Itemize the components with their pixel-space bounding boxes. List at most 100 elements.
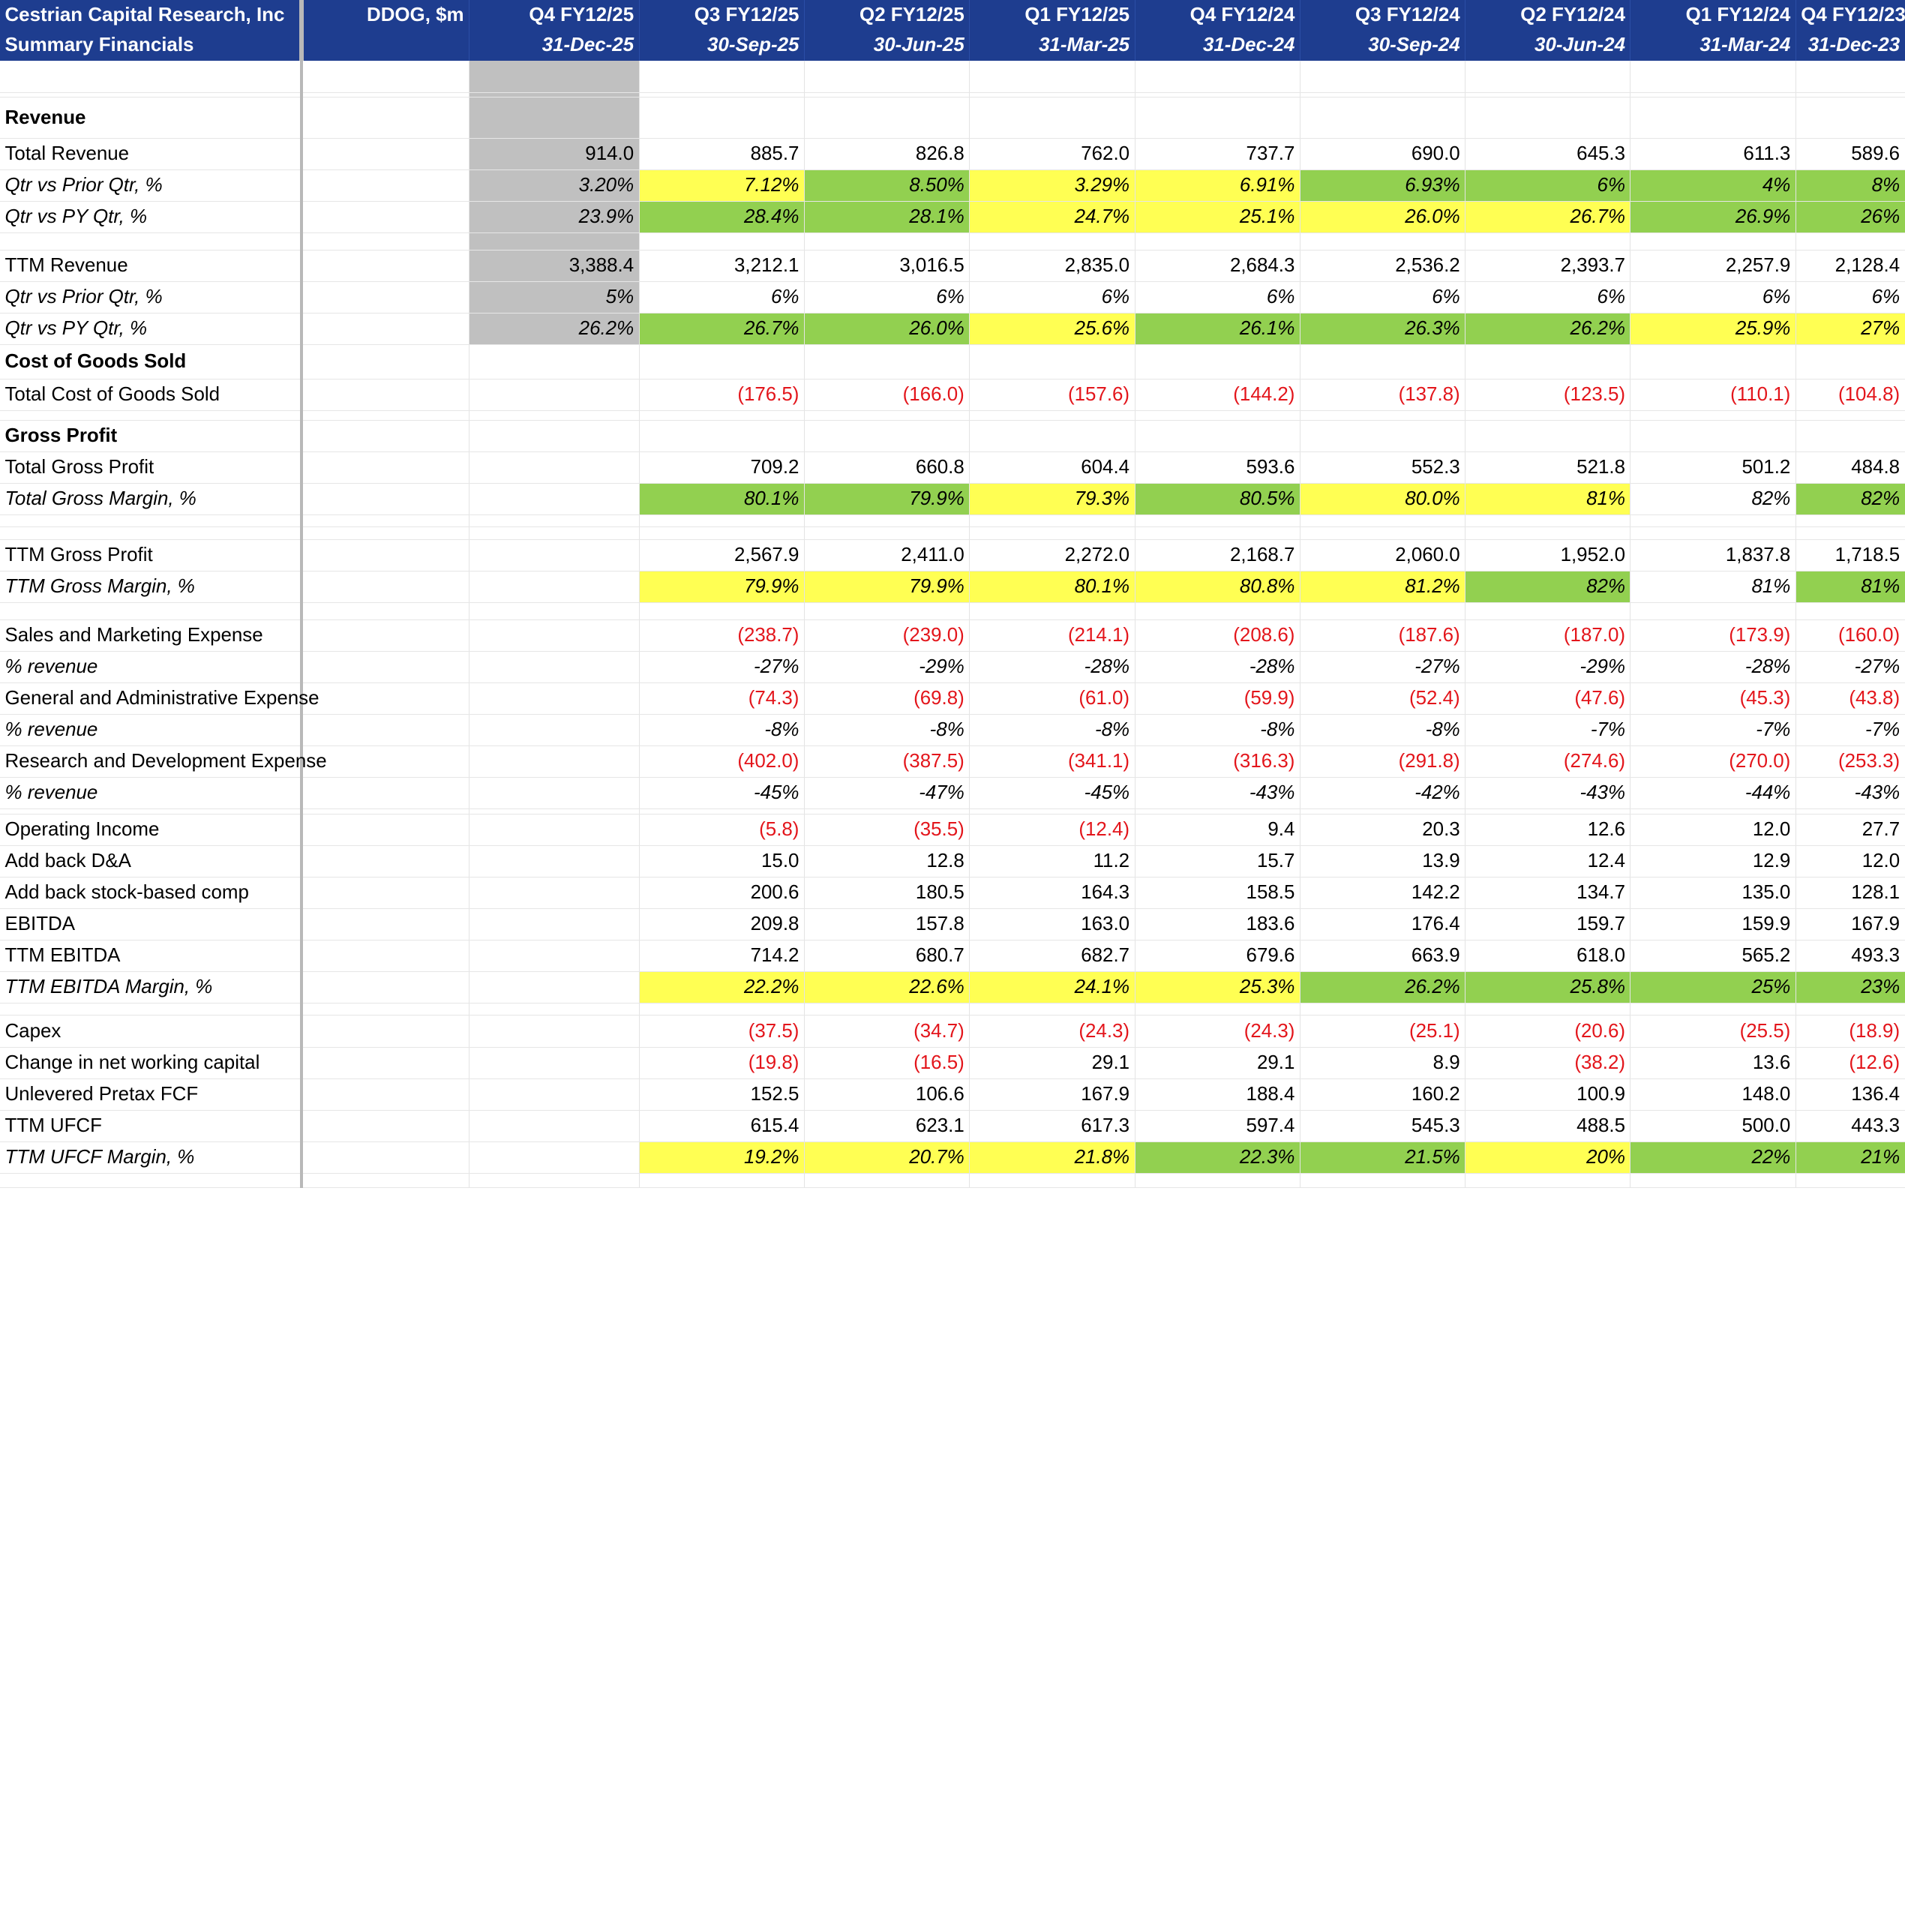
value-cell[interactable]: (387.5) [804,746,970,778]
value-cell[interactable] [469,682,640,715]
row-label[interactable]: Total Gross Margin, % [0,483,303,516]
period-d-0[interactable]: 31-Dec-25 [469,30,640,61]
value-cell[interactable]: (52.4) [1300,682,1466,715]
value-cell[interactable]: 2,835.0 [969,250,1136,283]
value-cell[interactable] [469,620,640,652]
value-cell[interactable] [969,1173,1136,1189]
value-cell[interactable]: (34.7) [804,1015,970,1048]
spacer-cell[interactable] [301,814,470,846]
value-cell[interactable]: 26.9% [1630,201,1796,234]
value-cell[interactable] [1135,344,1300,380]
value-cell[interactable] [1135,1003,1300,1016]
value-cell[interactable]: -42% [1300,777,1466,810]
value-cell[interactable] [1465,1003,1631,1016]
value-cell[interactable] [1796,61,1905,93]
value-cell[interactable] [1796,1173,1905,1189]
spacer-cell[interactable] [301,514,470,528]
value-cell[interactable]: 12.0 [1796,845,1905,878]
value-cell[interactable]: 21% [1796,1142,1905,1174]
value-cell[interactable]: 25% [1630,971,1796,1004]
period-q-6[interactable]: Q2 FY12/24 [1465,0,1631,31]
spacer-cell[interactable] [301,420,470,453]
value-cell[interactable] [1630,808,1796,814]
value-cell[interactable]: (274.6) [1465,746,1631,778]
value-cell[interactable]: (110.1) [1630,379,1796,411]
value-cell[interactable] [469,971,640,1004]
value-cell[interactable]: (69.8) [804,682,970,715]
value-cell[interactable] [1135,514,1300,528]
value-cell[interactable]: 28.1% [804,201,970,234]
value-cell[interactable] [1135,1173,1300,1189]
value-cell[interactable]: 80.1% [639,483,805,516]
value-cell[interactable]: 20.3 [1300,814,1466,846]
period-d-4[interactable]: 31-Dec-24 [1135,30,1300,61]
value-cell[interactable]: (214.1) [969,620,1136,652]
row-label[interactable] [0,1003,303,1016]
value-cell[interactable] [469,514,640,528]
value-cell[interactable] [1300,420,1466,453]
value-cell[interactable]: (25.1) [1300,1015,1466,1048]
value-cell[interactable]: 493.3 [1796,940,1905,973]
value-cell[interactable]: -28% [1630,651,1796,683]
value-cell[interactable] [1300,92,1466,98]
value-cell[interactable]: 142.2 [1300,877,1466,909]
value-cell[interactable]: 26.0% [804,313,970,346]
spacer-cell[interactable] [301,313,470,346]
value-cell[interactable] [469,410,640,421]
value-cell[interactable]: -43% [1135,777,1300,810]
value-cell[interactable] [469,61,640,93]
value-cell[interactable] [969,526,1136,540]
value-cell[interactable] [469,97,640,140]
value-cell[interactable]: 163.0 [969,908,1136,941]
value-cell[interactable]: 27.7 [1796,814,1905,846]
value-cell[interactable] [804,97,970,140]
value-cell[interactable]: 158.5 [1135,877,1300,909]
value-cell[interactable]: 13.9 [1300,845,1466,878]
value-cell[interactable]: 618.0 [1465,940,1631,973]
value-cell[interactable] [469,1047,640,1079]
value-cell[interactable]: (341.1) [969,746,1136,778]
value-cell[interactable]: 81% [1465,483,1631,516]
value-cell[interactable] [1630,344,1796,380]
spacer-cell[interactable] [301,714,470,746]
value-cell[interactable] [1465,232,1631,251]
value-cell[interactable]: 663.9 [1300,940,1466,973]
value-cell[interactable] [1465,514,1631,528]
spacer-cell[interactable] [301,539,470,572]
value-cell[interactable]: 6% [1796,281,1905,314]
value-cell[interactable]: 2,060.0 [1300,539,1466,572]
value-cell[interactable]: 79.9% [804,483,970,516]
value-cell[interactable]: 604.4 [969,452,1136,484]
value-cell[interactable] [1465,602,1631,620]
value-cell[interactable] [804,410,970,421]
value-cell[interactable] [469,1003,640,1016]
value-cell[interactable]: 79.9% [639,571,805,603]
value-cell[interactable] [1630,420,1796,453]
spacer-cell[interactable] [301,971,470,1004]
value-cell[interactable] [1465,410,1631,421]
value-cell[interactable]: 2,536.2 [1300,250,1466,283]
row-label[interactable] [0,410,303,421]
value-cell[interactable]: 160.2 [1300,1078,1466,1111]
row-label[interactable] [0,526,303,540]
value-cell[interactable]: 26.2% [1465,313,1631,346]
value-cell[interactable]: 3.29% [969,170,1136,202]
value-cell[interactable]: -44% [1630,777,1796,810]
value-cell[interactable] [469,602,640,620]
value-cell[interactable] [1630,97,1796,140]
value-cell[interactable]: 885.7 [639,138,805,171]
value-cell[interactable]: -29% [804,651,970,683]
row-label[interactable] [0,602,303,620]
value-cell[interactable] [469,232,640,251]
value-cell[interactable]: 136.4 [1796,1078,1905,1111]
spacer-cell[interactable] [301,170,470,202]
spacer-cell[interactable] [301,1142,470,1174]
row-label[interactable]: TTM EBITDA [0,940,303,973]
value-cell[interactable] [1465,808,1631,814]
value-cell[interactable] [469,777,640,810]
value-cell[interactable]: 6.91% [1135,170,1300,202]
value-cell[interactable] [1630,410,1796,421]
value-cell[interactable] [969,61,1136,93]
value-cell[interactable] [469,1110,640,1142]
value-cell[interactable]: 914.0 [469,138,640,171]
